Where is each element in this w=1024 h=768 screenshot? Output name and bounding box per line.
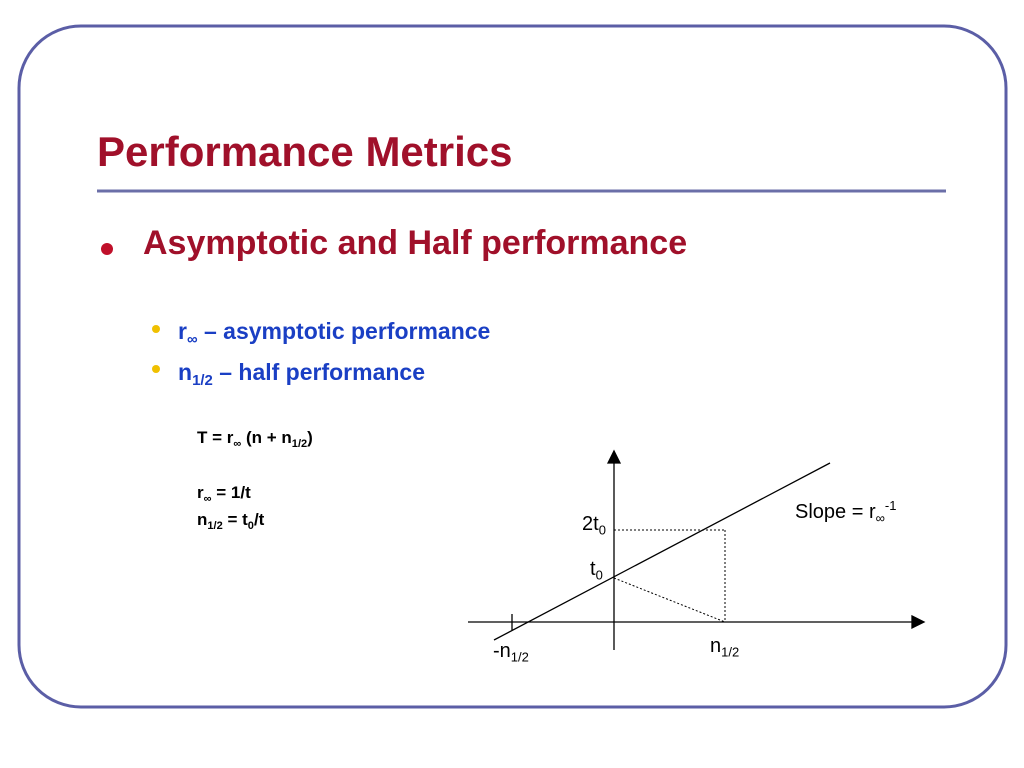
text: = t <box>222 510 248 529</box>
text: T = r <box>197 428 234 447</box>
y-label: t0 <box>590 558 603 583</box>
text: -n <box>493 640 511 662</box>
text: t <box>590 558 596 580</box>
text: n <box>197 510 208 529</box>
slope-line <box>493 462 831 641</box>
bullet-text: Asymptotic and Half performance <box>143 224 688 262</box>
formula: T = r∞ (n + n1/2) <box>197 428 313 450</box>
subscript: 0 <box>595 567 603 583</box>
subscript: ∞ <box>875 510 885 526</box>
y-arrow <box>606 449 622 464</box>
text: – asymptotic performance <box>197 318 491 344</box>
subscript: ∞ <box>186 331 198 349</box>
formula: r∞ = 1/t <box>197 483 251 505</box>
sub-bullet: n1/2 – half performance <box>178 359 426 390</box>
subscript: 1/2 <box>721 644 740 660</box>
x-label: n1/2 <box>710 635 740 660</box>
text: Slope = r <box>795 501 876 523</box>
subscript: ∞ <box>233 437 242 450</box>
text: – half performance <box>212 359 426 385</box>
text: /t <box>253 510 265 529</box>
y-label: 2t0 <box>582 513 606 538</box>
text: 2t <box>582 513 599 535</box>
text: n <box>710 635 722 657</box>
sub-bullet-dot <box>152 365 160 373</box>
text: = 1/t <box>211 483 251 502</box>
superscript: -1 <box>884 498 897 514</box>
x-arrow <box>911 614 926 630</box>
subscript: 0 <box>247 519 254 532</box>
slope-label: Slope = r∞-1 <box>795 498 897 526</box>
slide-title: Performance Metrics <box>97 128 513 175</box>
bullet-dot <box>101 243 113 255</box>
subscript: 1/2 <box>291 437 308 450</box>
subscript: 1/2 <box>510 649 529 665</box>
formula: n1/2 = t0/t <box>197 510 265 532</box>
subscript: 1/2 <box>192 372 213 390</box>
diagram <box>468 449 926 650</box>
text: ) <box>307 428 313 447</box>
slide-border <box>17 24 1008 709</box>
sub-bullet-dot <box>152 325 160 333</box>
text: r <box>178 318 187 344</box>
sub-bullet: r∞ – asymptotic performance <box>178 318 491 349</box>
guide-line <box>613 577 726 623</box>
subscript: 1/2 <box>207 519 223 532</box>
subscript: 0 <box>598 522 606 538</box>
x-label: -n1/2 <box>493 640 529 665</box>
subscript: ∞ <box>203 492 212 505</box>
text: (n + n <box>241 428 292 447</box>
text: r <box>197 483 204 502</box>
text: n <box>178 359 193 385</box>
